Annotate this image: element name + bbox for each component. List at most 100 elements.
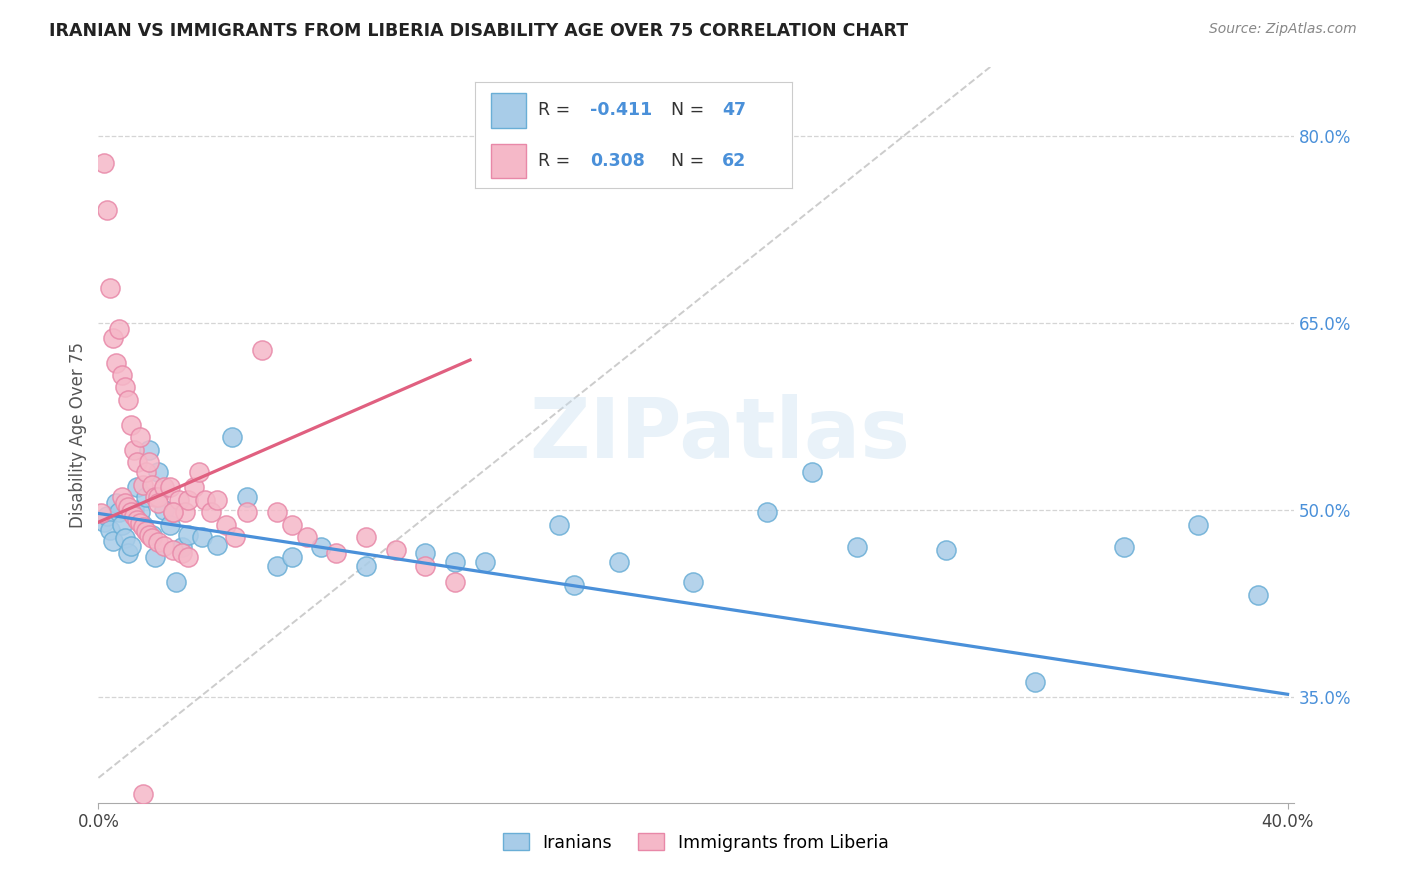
Point [354, 530, 377, 544]
Point [280, 517, 302, 532]
Point [143, 490, 166, 504]
Point [132, 477, 155, 491]
Point [162, 505, 184, 519]
Point [129, 516, 152, 531]
Point [183, 480, 205, 494]
Point [114, 532, 136, 546]
Point [548, 517, 571, 532]
Point [138, 455, 160, 469]
Text: ZIPatlas: ZIPatlas [530, 394, 910, 475]
Point [135, 524, 157, 538]
Point [173, 505, 195, 519]
Point [250, 343, 273, 357]
Point [122, 508, 145, 523]
Point [141, 527, 163, 541]
Point [176, 527, 198, 541]
Point [800, 465, 823, 479]
Point [311, 540, 333, 554]
Point [295, 530, 318, 544]
Point [607, 555, 630, 569]
Point [117, 392, 139, 407]
Point [141, 532, 163, 546]
Point [170, 540, 193, 554]
Point [117, 546, 139, 560]
Point [108, 505, 131, 519]
Point [114, 380, 136, 394]
Point [162, 542, 184, 557]
Point [122, 502, 145, 516]
Point [120, 505, 142, 519]
Point [200, 505, 222, 519]
Point [188, 465, 211, 479]
Point [138, 442, 160, 457]
Text: IRANIAN VS IMMIGRANTS FROM LIBERIA DISABILITY AGE OVER 75 CORRELATION CHART: IRANIAN VS IMMIGRANTS FROM LIBERIA DISAB… [49, 22, 908, 40]
Point [135, 465, 157, 479]
Point [111, 368, 134, 382]
Point [146, 496, 169, 510]
Point [280, 550, 302, 565]
Point [96, 508, 118, 523]
Point [325, 546, 347, 560]
Point [682, 574, 704, 589]
Point [103, 330, 125, 344]
Point [266, 558, 288, 573]
Point [90, 507, 112, 521]
Point [132, 787, 155, 801]
Point [98, 280, 121, 294]
Point [114, 496, 136, 510]
Point [1247, 587, 1270, 601]
Point [111, 517, 134, 532]
Point [165, 574, 187, 589]
Point [141, 477, 163, 491]
Point [129, 505, 152, 519]
Point [215, 517, 238, 532]
Point [143, 550, 166, 565]
Point [132, 520, 155, 534]
Point [153, 539, 176, 553]
Point [103, 533, 125, 548]
Point [125, 455, 148, 469]
Point [138, 527, 160, 541]
Point [98, 523, 121, 537]
Point [153, 502, 176, 516]
Point [146, 490, 169, 504]
Y-axis label: Disability Age Over 75: Disability Age Over 75 [69, 342, 87, 528]
Point [207, 492, 229, 507]
Point [224, 530, 246, 544]
Point [194, 492, 217, 507]
Point [845, 540, 868, 554]
Point [1187, 517, 1209, 532]
Point [132, 517, 155, 532]
Point [221, 430, 243, 444]
Point [105, 496, 128, 510]
Point [354, 558, 377, 573]
Point [122, 442, 145, 457]
Point [129, 430, 152, 444]
Point [176, 550, 198, 565]
Point [1112, 540, 1135, 554]
Point [236, 490, 259, 504]
Point [125, 480, 148, 494]
Point [266, 505, 288, 519]
Point [93, 156, 115, 170]
Point [120, 417, 142, 432]
Point [444, 555, 467, 569]
Point [105, 355, 128, 369]
Point [159, 517, 181, 532]
Point [384, 542, 406, 557]
Point [176, 492, 198, 507]
Point [415, 546, 437, 560]
Point [111, 490, 134, 504]
Point [170, 546, 193, 560]
Point [120, 539, 142, 553]
Point [117, 500, 139, 515]
Point [167, 492, 190, 507]
Point [191, 530, 214, 544]
Point [162, 505, 184, 519]
Point [444, 574, 467, 589]
Point [108, 322, 131, 336]
Point [93, 515, 115, 529]
Point [935, 542, 957, 557]
Point [146, 465, 169, 479]
Legend: Iranians, Immigrants from Liberia: Iranians, Immigrants from Liberia [494, 825, 898, 861]
